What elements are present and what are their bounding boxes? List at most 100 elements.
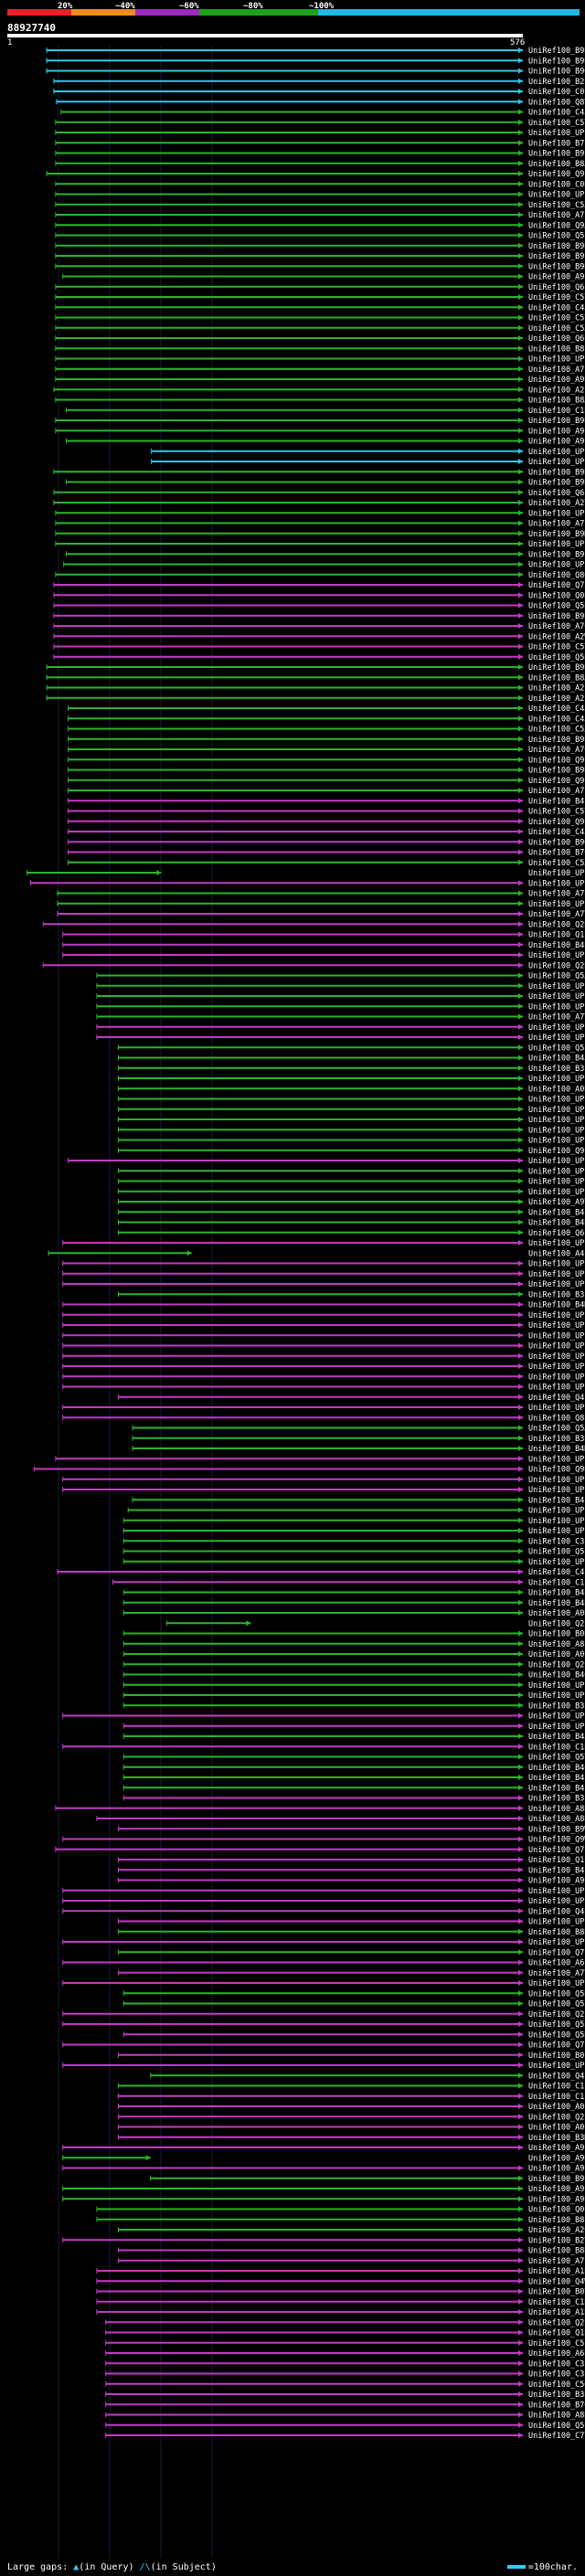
hit-row[interactable]: UniRef100_B3MB14 bbox=[117, 2134, 585, 2143]
hit-row[interactable]: UniRef100_B9GZS1 bbox=[68, 838, 585, 847]
hit-row[interactable]: UniRef100_UP1000.. bbox=[62, 1311, 585, 1320]
hit-row[interactable]: UniRef100_C5XFN0 bbox=[68, 859, 585, 868]
hit-row[interactable]: UniRef100_B9H630 bbox=[68, 767, 585, 776]
hit-row[interactable]: UniRef100_B8NCJ0 bbox=[117, 2247, 585, 2256]
hit-row[interactable]: UniRef100_UP1000.. bbox=[122, 1558, 585, 1567]
hit-row[interactable]: UniRef100_C5YVG1 bbox=[55, 119, 585, 128]
hit-row[interactable]: UniRef100_B3RBL2 bbox=[132, 1435, 585, 1444]
hit-row[interactable]: UniRef100_B4FIJ1 bbox=[132, 1496, 585, 1505]
hit-row[interactable]: UniRef100_Q5NAY5 bbox=[53, 602, 585, 611]
hit-row[interactable]: UniRef100_A7P8D5 bbox=[55, 211, 585, 220]
hit-row[interactable]: UniRef100_B0DFH1 bbox=[122, 1630, 585, 1639]
hit-row[interactable]: UniRef100_A0CVD4 bbox=[117, 2103, 585, 2112]
hit-row[interactable]: UniRef100_A9PSU8 bbox=[62, 2165, 585, 2174]
hit-row[interactable]: UniRef100_C0Z3E2 bbox=[53, 88, 585, 97]
hit-row[interactable]: UniRef100_Q17PP2 bbox=[62, 931, 585, 940]
hit-row[interactable]: UniRef100_Q9ZPZ1 bbox=[46, 170, 585, 179]
hit-row[interactable]: UniRef100_UP1000.. bbox=[117, 1116, 585, 1125]
hit-row[interactable]: UniRef100_B9FLK2 bbox=[55, 150, 585, 159]
hit-row[interactable]: UniRef100_B7G8D3 bbox=[105, 2401, 585, 2410]
hit-row[interactable]: UniRef100_B3RRF2 bbox=[105, 2390, 585, 2400]
hit-row[interactable]: UniRef100_UP1000.. bbox=[62, 1383, 585, 1393]
hit-row[interactable]: UniRef100_C5YVG0 bbox=[55, 314, 585, 323]
hit-row[interactable]: UniRef100_C5XE36 bbox=[55, 201, 585, 210]
hit-row[interactable]: UniRef100_B3F5E0 bbox=[122, 1795, 585, 1804]
hit-row[interactable]: UniRef100_B8AB20 bbox=[46, 673, 585, 683]
hit-row[interactable]: UniRef100_C3ZIM1 bbox=[122, 1537, 585, 1546]
hit-row[interactable]: UniRef100_UP1000.. bbox=[117, 1188, 585, 1197]
hit-row[interactable]: UniRef100_UP1000.. bbox=[62, 951, 585, 960]
hit-row[interactable]: UniRef100_C7YT19 bbox=[105, 2432, 585, 2441]
hit-row[interactable]: UniRef100_Q5FZ32 bbox=[122, 1548, 585, 1557]
hit-row[interactable]: UniRef100_Q1DS20 bbox=[105, 2329, 585, 2338]
hit-row[interactable]: UniRef100_Q22GM6 bbox=[62, 2010, 585, 2019]
hit-row[interactable]: UniRef100_B9HZU1 bbox=[53, 468, 585, 477]
hit-row[interactable]: UniRef100_Q5NAU2 bbox=[53, 653, 585, 663]
hit-row[interactable]: UniRef100_C3ZL75 bbox=[105, 2359, 585, 2369]
hit-row[interactable]: UniRef100_C1FF16 bbox=[112, 1578, 585, 1587]
hit-row[interactable]: UniRef100_Q9AWU5 bbox=[55, 221, 585, 230]
hit-row[interactable]: UniRef100_A9NYU8 bbox=[62, 2154, 585, 2163]
hit-row[interactable]: UniRef100_Q4WFB3 bbox=[96, 2277, 585, 2286]
hit-row[interactable]: UniRef100_UP1000.. bbox=[55, 355, 585, 365]
hit-row[interactable]: UniRef100_Q4RLF2 bbox=[62, 1907, 585, 1916]
hit-row[interactable]: UniRef100_B2L1Z0 bbox=[53, 78, 585, 87]
hit-row[interactable]: UniRef100_UP1000.. bbox=[27, 869, 585, 878]
hit-row[interactable]: UniRef100_C4J265 bbox=[68, 715, 585, 724]
hit-row[interactable]: UniRef100_UP1000.. bbox=[55, 129, 585, 138]
hit-row[interactable]: UniRef100_B9RZ52 bbox=[68, 736, 585, 745]
hit-row[interactable]: UniRef100_UP1000.. bbox=[62, 1373, 585, 1382]
hit-row[interactable]: UniRef100_A9V7C3 bbox=[117, 1198, 585, 1207]
hit-row[interactable]: UniRef100_UP1000.. bbox=[62, 1280, 585, 1289]
hit-row[interactable]: UniRef100_B8PEK6 bbox=[96, 2216, 585, 2225]
hit-row[interactable]: UniRef100_Q8VY10 bbox=[56, 98, 585, 107]
hit-row[interactable]: UniRef100_Q2H5K9 bbox=[42, 920, 585, 929]
hit-row[interactable]: UniRef100_Q4SZ59 bbox=[150, 2072, 585, 2081]
hit-row[interactable]: UniRef100_A1DKD3 bbox=[96, 2267, 585, 2276]
hit-row[interactable]: UniRef100_B2VZ54 bbox=[62, 2236, 585, 2245]
hit-row[interactable]: UniRef100_Q7PQW0 bbox=[55, 1846, 585, 1855]
hit-row[interactable]: UniRef100_UP1000.. bbox=[62, 1239, 585, 1248]
hit-row[interactable]: UniRef100_UP1000.. bbox=[117, 1178, 585, 1187]
hit-row[interactable]: UniRef100_C5YV69 bbox=[53, 643, 585, 652]
hit-row[interactable]: UniRef100_B4K8H0 bbox=[117, 1219, 585, 1228]
hit-row[interactable]: UniRef100_A7P1M3 bbox=[55, 520, 585, 529]
hit-row[interactable]: UniRef100_A2WMG0 bbox=[53, 632, 585, 641]
hit-row[interactable]: UniRef100_Q22N18 bbox=[165, 1619, 585, 1628]
hit-row[interactable]: UniRef100_Q16PQ6 bbox=[117, 1856, 585, 1865]
hit-row[interactable]: UniRef100_UP1000.. bbox=[117, 1075, 585, 1084]
hit-row[interactable]: UniRef100_UP1000.. bbox=[122, 1681, 585, 1691]
hit-row[interactable]: UniRef100_A6SBY1 bbox=[62, 1959, 585, 1968]
hit-row[interactable]: UniRef100_B9H1M6 bbox=[46, 663, 585, 673]
hit-row[interactable]: UniRef100_Q5VHA1 bbox=[122, 1754, 585, 1763]
hit-row[interactable]: UniRef100_C0HF86 bbox=[55, 180, 585, 189]
hit-row[interactable]: UniRef100_B3LVZ3 bbox=[122, 1701, 585, 1711]
hit-row[interactable]: UniRef100_B4R227 bbox=[122, 1589, 585, 1598]
hit-row[interactable]: UniRef100_Q6ZPJ3 bbox=[117, 1229, 585, 1238]
hit-row[interactable]: UniRef100_C4J984 bbox=[68, 828, 585, 837]
hit-row[interactable]: UniRef100_B4MQH0 bbox=[62, 1301, 585, 1310]
hit-row[interactable]: UniRef100_A7Q8R4 bbox=[68, 746, 585, 755]
hit-row[interactable]: UniRef100_A2ZAT0 bbox=[53, 386, 585, 395]
hit-row[interactable]: UniRef100_Q65SP5 bbox=[53, 489, 585, 498]
hit-row[interactable]: UniRef100_Q4S2S8 bbox=[117, 1394, 585, 1403]
hit-row[interactable]: UniRef100_B4G6W8 bbox=[122, 1671, 585, 1680]
hit-row[interactable]: UniRef100_UP1000.. bbox=[151, 448, 585, 457]
hit-row[interactable]: UniRef100_A0C6N6 bbox=[117, 2124, 585, 2133]
hit-row[interactable]: UniRef100_A0DS89 bbox=[117, 1085, 585, 1094]
hit-row[interactable]: UniRef100_C1N221 bbox=[62, 1743, 585, 1752]
hit-row[interactable]: UniRef100_A7T8S7 bbox=[57, 910, 585, 919]
hit-row[interactable]: UniRef100_Q7SFZ8 bbox=[117, 1948, 585, 1957]
hit-row[interactable]: UniRef100_Q9CXC3 bbox=[117, 1147, 585, 1156]
hit-row[interactable]: UniRef100_A1D6B9 bbox=[96, 2308, 585, 2317]
hit-row[interactable]: UniRef100_A9SYT6 bbox=[62, 273, 585, 282]
hit-row[interactable]: UniRef100_B4JIM0 bbox=[122, 1733, 585, 1742]
hit-row[interactable]: UniRef100_UP1000.. bbox=[62, 1404, 585, 1413]
hit-row[interactable]: UniRef100_A7TQ80 bbox=[96, 1013, 585, 1023]
hit-row[interactable]: UniRef100_A8NIR6 bbox=[55, 1805, 585, 1814]
hit-row[interactable]: UniRef100_B4QV85 bbox=[122, 1764, 585, 1773]
hit-row[interactable]: UniRef100_Q9W688 bbox=[62, 1836, 585, 1845]
hit-row[interactable]: UniRef100_C5YZ5L bbox=[55, 293, 585, 302]
hit-row[interactable]: UniRef100_A7EZ50 bbox=[117, 2257, 585, 2266]
hit-row[interactable]: UniRef100_Q5AQ80 bbox=[96, 972, 585, 981]
